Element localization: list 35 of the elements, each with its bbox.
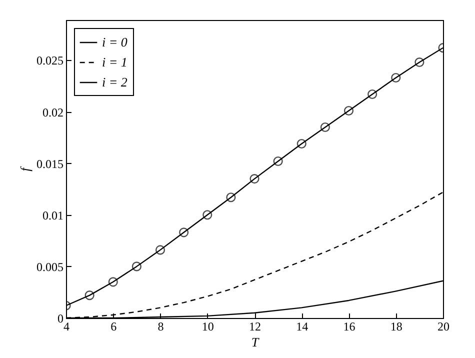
point bbox=[132, 262, 142, 272]
x-tick-label: 16 bbox=[343, 320, 356, 334]
point bbox=[320, 122, 330, 132]
x-tick-label: 8 bbox=[158, 320, 164, 334]
point bbox=[368, 89, 378, 100]
point bbox=[250, 174, 260, 184]
x-tick-label: 10 bbox=[202, 320, 214, 334]
legend-label: i = 0 bbox=[102, 34, 128, 50]
x-tick-label: 20 bbox=[438, 320, 450, 334]
x-tick-label: 12 bbox=[249, 320, 261, 334]
x-tick-label: 6 bbox=[110, 320, 117, 334]
x-axis-title: T bbox=[251, 334, 260, 350]
y-tick-label: 0.02 bbox=[42, 105, 64, 120]
point bbox=[155, 245, 166, 255]
x-tick-label: 4 bbox=[64, 320, 70, 334]
point bbox=[296, 138, 306, 149]
point bbox=[179, 228, 189, 238]
point bbox=[226, 192, 236, 202]
legend-label: i = 2 bbox=[102, 74, 128, 90]
point bbox=[84, 290, 94, 300]
y-axis-title: f bbox=[18, 165, 32, 172]
y-tick-label: 0 bbox=[58, 312, 64, 326]
y-tick-label: 0.015 bbox=[36, 156, 64, 171]
point bbox=[273, 156, 283, 166]
y-tick-label: 0.01 bbox=[42, 208, 64, 222]
point bbox=[344, 106, 354, 116]
y-tick-label: 0.025 bbox=[36, 54, 64, 68]
x-tick-label: 18 bbox=[390, 320, 402, 334]
y-tick-label: 0.005 bbox=[36, 260, 64, 274]
legend-label: i = 1 bbox=[102, 54, 128, 70]
point bbox=[414, 58, 424, 68]
point bbox=[202, 210, 212, 220]
point bbox=[108, 277, 118, 287]
point bbox=[391, 72, 401, 83]
x-tick-label: 14 bbox=[296, 320, 308, 334]
